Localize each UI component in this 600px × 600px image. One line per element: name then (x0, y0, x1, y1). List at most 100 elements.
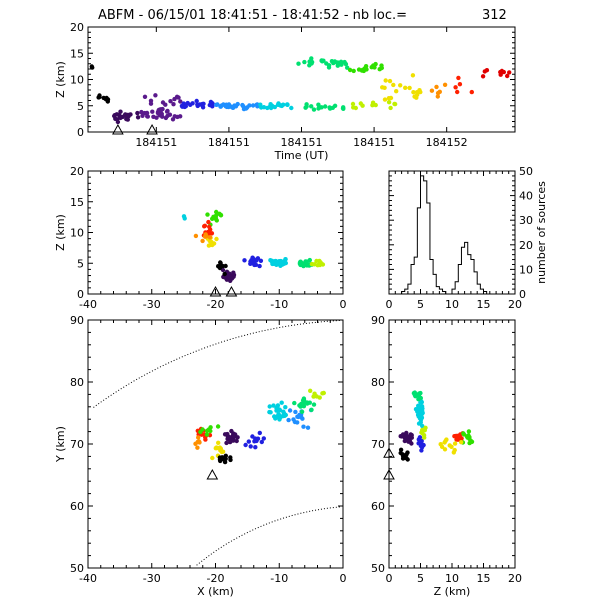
source-point (206, 427, 211, 432)
source-point (452, 434, 457, 439)
source-point (292, 400, 297, 406)
source-point (293, 409, 298, 415)
source-point (200, 427, 205, 432)
source-point (196, 439, 202, 444)
y-tick-label: 15 (70, 196, 84, 209)
source-point (326, 65, 332, 70)
source-point (482, 69, 487, 74)
source-point (317, 105, 322, 110)
source-point (259, 105, 264, 110)
source-point (276, 412, 281, 417)
y-tick-label: 60 (70, 500, 84, 513)
plot-frame (388, 319, 516, 569)
source-point (285, 102, 290, 108)
plot-frame (87, 170, 344, 295)
x-tick-label: -40 (79, 572, 97, 585)
source-point (229, 428, 234, 434)
source-point (172, 96, 177, 102)
source-point (370, 103, 375, 108)
source-point (388, 95, 394, 101)
source-point (231, 271, 236, 277)
source-point (277, 407, 282, 412)
source-point (250, 103, 256, 108)
source-point (498, 72, 503, 77)
source-point (206, 219, 211, 225)
x-tick-label: 184151 (135, 136, 177, 149)
source-point (369, 65, 374, 70)
source-point (205, 212, 210, 217)
source-point (308, 388, 313, 393)
source-point (507, 70, 512, 75)
source-point (125, 112, 130, 118)
source-point (382, 97, 388, 102)
source-point (276, 101, 281, 106)
source-point (392, 101, 398, 107)
source-point (388, 105, 393, 111)
source-point (323, 104, 328, 109)
source-point (207, 224, 212, 229)
source-point (244, 106, 249, 111)
source-point (455, 89, 460, 95)
location-count: 312 (482, 8, 507, 23)
source-point (418, 89, 423, 95)
station-triangle (146, 123, 158, 135)
source-point (142, 110, 147, 116)
station-triangle (209, 285, 222, 297)
source-point (89, 64, 95, 69)
source-point (296, 61, 301, 66)
y-tick-label: 90 (70, 314, 84, 327)
source-point (312, 262, 317, 267)
source-point (175, 114, 180, 120)
source-point (418, 413, 424, 419)
source-point (361, 68, 366, 74)
source-point (226, 434, 232, 440)
source-point (139, 109, 144, 115)
x-tick-label: 0 (340, 572, 347, 585)
source-point (418, 395, 423, 401)
source-point (230, 105, 235, 110)
source-point (455, 433, 460, 439)
y-tick-label: 0 (77, 126, 84, 139)
source-point (231, 433, 236, 438)
range-arc (195, 506, 340, 567)
source-point (206, 243, 212, 248)
source-point (403, 85, 408, 91)
y-tick-label: 10 (519, 263, 533, 276)
source-point (265, 105, 270, 111)
source-point (307, 400, 312, 405)
source-point (311, 107, 317, 112)
source-point (400, 432, 406, 437)
source-point (270, 261, 275, 267)
source-point (204, 234, 209, 239)
source-point (194, 98, 199, 104)
source-point (283, 257, 288, 262)
source-point (437, 89, 442, 95)
y-tick-label: 10 (70, 227, 84, 240)
source-point (176, 95, 181, 100)
y-tick-label: 10 (70, 74, 84, 87)
source-point (444, 437, 449, 442)
x-axis-label: X (km) (197, 585, 234, 598)
source-point (271, 403, 276, 408)
source-point (301, 424, 306, 429)
source-point (224, 440, 229, 446)
source-point (297, 412, 302, 418)
plot-frame (87, 319, 344, 569)
source-point (242, 258, 247, 263)
source-point (415, 92, 420, 97)
source-point (223, 263, 228, 269)
source-point (452, 441, 458, 446)
source-point (246, 439, 251, 444)
source-point (464, 434, 470, 439)
source-point (338, 59, 344, 64)
x-tick-label: 184151 (281, 136, 323, 149)
source-point (335, 63, 340, 68)
source-point (382, 85, 387, 91)
source-point (214, 209, 219, 215)
source-point (501, 69, 506, 75)
time-height-panel: 0 5 10 15 20 184151 184151 184151 184151 184152 Ti… (54, 21, 516, 162)
source-point (412, 390, 417, 395)
source-point (215, 102, 220, 107)
source-point (373, 102, 378, 108)
